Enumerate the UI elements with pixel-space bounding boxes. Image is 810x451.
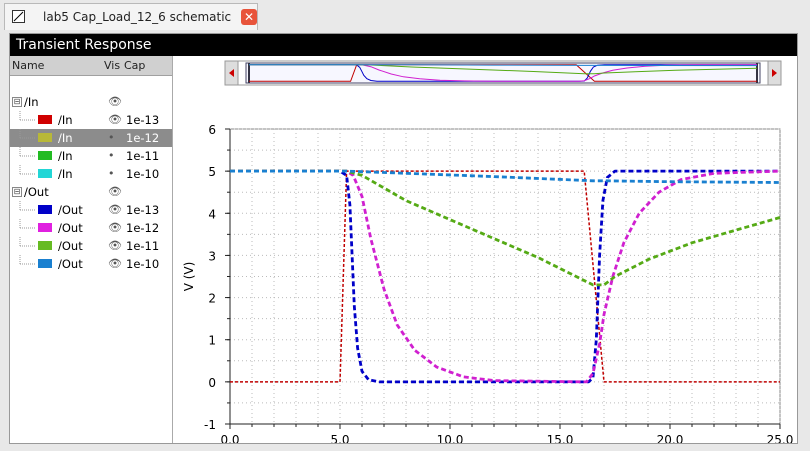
- tree-connector: [19, 129, 36, 139]
- tree-connector: [19, 147, 36, 157]
- tree-group[interactable]: ⊟/Out 👁: [10, 183, 172, 201]
- tree-connector: [19, 201, 36, 211]
- browser-header: Name Vis Cap: [10, 56, 172, 76]
- x-tick-label: 5.0: [330, 433, 349, 443]
- cap-value: 1e-13: [126, 203, 160, 217]
- y-tick-label: 6: [208, 123, 216, 137]
- y-tick-label: 2: [208, 292, 216, 306]
- arrow-right-icon: [772, 69, 777, 77]
- x-tick-label: 20.0: [657, 433, 684, 443]
- tree-item[interactable]: /In • 1e-10: [10, 165, 172, 183]
- window-titlebar: Transient Response: [10, 34, 797, 56]
- tree-item[interactable]: /Out 👁 1e-12: [10, 219, 172, 237]
- tree-connector: [19, 165, 36, 175]
- eye-icon[interactable]: 👁: [108, 95, 122, 108]
- tree-connector: [19, 111, 36, 121]
- signal-label: /Out: [58, 239, 83, 253]
- group-label: /In: [24, 95, 39, 109]
- series-group: [230, 169, 781, 384]
- color-swatch: [38, 151, 52, 160]
- dot-icon[interactable]: •: [108, 167, 115, 180]
- cap-value: 1e-12: [126, 131, 160, 145]
- color-swatch: [38, 205, 52, 214]
- color-swatch: [38, 241, 52, 250]
- color-swatch: [38, 259, 52, 268]
- x-tick-label: 15.0: [547, 433, 574, 443]
- series-line[interactable]: [230, 169, 781, 184]
- signal-label: /In: [58, 131, 73, 145]
- x-tick-label: 0.0: [220, 433, 239, 443]
- x-tick-label: 10.0: [437, 433, 464, 443]
- signal-label: /In: [58, 113, 73, 127]
- schematic-icon: [12, 10, 25, 23]
- close-icon[interactable]: ✕: [241, 9, 257, 25]
- tab-bar: lab5 Cap_Load_12_6 schematic ✕: [0, 0, 810, 30]
- eye-icon[interactable]: 👁: [108, 239, 122, 252]
- arrow-left-icon: [229, 69, 234, 77]
- series-line[interactable]: [230, 169, 781, 384]
- y-axis-label: V (V): [182, 262, 196, 292]
- tree-item[interactable]: /In • 1e-12: [10, 129, 172, 147]
- group-label: /Out: [24, 185, 49, 199]
- eye-icon[interactable]: 👁: [108, 185, 122, 198]
- header-name[interactable]: Name: [12, 59, 45, 72]
- cap-value: 1e-11: [126, 149, 160, 163]
- schematic-tab[interactable]: lab5 Cap_Load_12_6 schematic ✕: [4, 3, 258, 30]
- cap-value: 1e-13: [126, 113, 160, 127]
- y-tick-label: 5: [208, 165, 216, 179]
- x-tick-label: 25.0: [767, 433, 794, 443]
- color-swatch: [38, 169, 52, 178]
- cap-value: 1e-11: [126, 239, 160, 253]
- overview-series-line: [249, 64, 758, 67]
- window-title: Transient Response: [16, 37, 152, 53]
- overview-series-line: [249, 64, 758, 82]
- collapse-icon[interactable]: ⊟: [12, 187, 22, 197]
- color-swatch: [38, 115, 52, 124]
- signal-label: /In: [58, 167, 73, 181]
- header-vis[interactable]: Vis: [104, 59, 121, 72]
- signal-label: /Out: [58, 257, 83, 271]
- transient-response-window: Transient Response Name Vis Cap ⊟/In 👁/In…: [9, 33, 798, 444]
- y-tick-label: -1: [204, 418, 216, 432]
- y-tick-label: 0: [208, 376, 216, 390]
- tree-item[interactable]: /Out 👁 1e-13: [10, 201, 172, 219]
- eye-icon[interactable]: 👁: [108, 113, 122, 126]
- cap-value: 1e-12: [126, 221, 160, 235]
- y-tick-label: 4: [208, 207, 216, 221]
- dot-icon[interactable]: •: [108, 149, 115, 162]
- eye-icon[interactable]: 👁: [108, 203, 122, 216]
- tree-connector: [19, 255, 36, 265]
- series-line[interactable]: [230, 169, 781, 287]
- eye-icon[interactable]: 👁: [108, 257, 122, 270]
- color-swatch: [38, 133, 52, 142]
- tab-title: lab5 Cap_Load_12_6 schematic: [43, 10, 232, 24]
- tree-item[interactable]: /Out 👁 1e-11: [10, 237, 172, 255]
- collapse-icon[interactable]: ⊟: [12, 97, 22, 107]
- overview-series-line: [249, 64, 757, 82]
- overview-series-line: [249, 64, 758, 75]
- transient-plot[interactable]: 0.05.010.015.020.025.0-10123456time (ns)…: [173, 56, 797, 443]
- y-tick-label: 3: [208, 249, 216, 263]
- signal-label: /In: [58, 149, 73, 163]
- series-line[interactable]: [230, 170, 780, 383]
- eye-icon[interactable]: 👁: [108, 221, 122, 234]
- cap-value: 1e-10: [126, 257, 160, 271]
- series-line[interactable]: [230, 169, 780, 384]
- result-browser: Name Vis Cap ⊟/In 👁/In 👁 1e-13/In • 1e-12/In •…: [10, 56, 173, 443]
- tree-group[interactable]: ⊟/In 👁: [10, 93, 172, 111]
- tree-connector: [19, 237, 36, 247]
- tree-item[interactable]: /Out 👁 1e-10: [10, 255, 172, 273]
- header-cap[interactable]: Cap: [124, 59, 146, 72]
- tree-item[interactable]: /In • 1e-11: [10, 147, 172, 165]
- dot-icon[interactable]: •: [108, 131, 115, 144]
- color-swatch: [38, 223, 52, 232]
- y-tick-label: 1: [208, 334, 216, 348]
- overview-strip[interactable]: [224, 60, 782, 86]
- tree-connector: [19, 219, 36, 229]
- tree-item[interactable]: /In 👁 1e-13: [10, 111, 172, 129]
- signal-label: /Out: [58, 203, 83, 217]
- cap-value: 1e-10: [126, 167, 160, 181]
- signal-label: /Out: [58, 221, 83, 235]
